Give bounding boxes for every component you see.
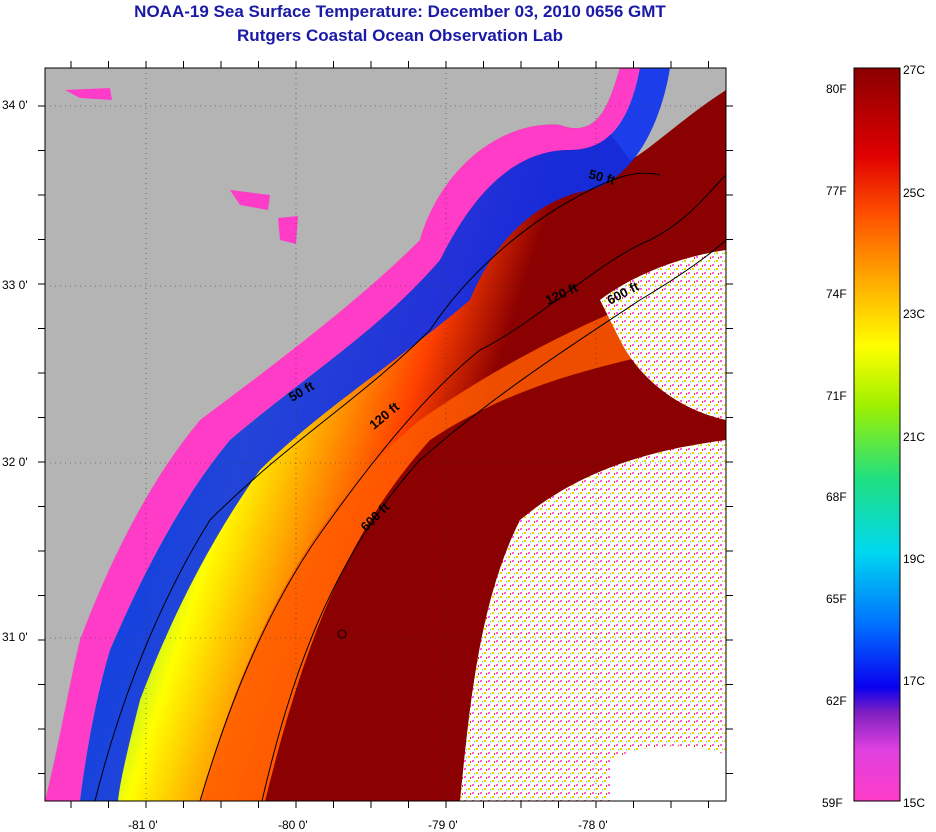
lon-label: -78 0': [578, 818, 608, 832]
isobath-600ft: [261, 239, 726, 801]
colorbar-f-label: 65F: [826, 592, 847, 606]
cold-coastal-water: [45, 68, 640, 801]
land: [45, 68, 620, 801]
colorbar-c-label: 25C: [903, 186, 926, 200]
axis-ticks: [38, 61, 733, 808]
map-frame: [44, 67, 727, 802]
isobath-50ft: [94, 172, 661, 801]
colorbar-f-label: 59F: [822, 796, 843, 810]
lat-label: 34 0': [2, 98, 28, 112]
contour-label: 50 ft: [587, 166, 617, 188]
lat-label: 31 0': [2, 630, 28, 644]
cool-shelf-water: [80, 68, 670, 801]
lon-label: -79 0': [428, 818, 458, 832]
map-title: NOAA-19 Sea Surface Temperature: Decembe…: [134, 2, 666, 21]
colorbar-c-label: 17C: [903, 674, 926, 688]
inland-lake: [230, 190, 270, 210]
colorbar-c-label: 27C: [903, 63, 926, 77]
isobath-120ft: [199, 174, 726, 801]
colorbar-f-label: 80F: [826, 82, 847, 96]
colorbar-c-label: 19C: [903, 552, 926, 566]
colorbar-c-label: 23C: [903, 307, 926, 321]
map-subtitle: Rutgers Coastal Ocean Observation Lab: [237, 26, 563, 45]
colorbar-c-label: 21C: [903, 430, 926, 444]
lon-label: -80 0': [278, 818, 308, 832]
colorbar: [853, 67, 901, 802]
lon-label: -81 0': [128, 818, 158, 832]
colorbar-f-label: 62F: [826, 694, 847, 708]
lat-label: 33 0': [2, 278, 28, 292]
map-area: [45, 68, 726, 801]
colorbar-f-label: 74F: [826, 287, 847, 301]
grid-lines: [45, 68, 726, 801]
colorbar-f-label: 68F: [826, 490, 847, 504]
colorbar-f-label: 71F: [826, 389, 847, 403]
lat-label: 32 0': [2, 455, 28, 469]
cloud-cover-north: [600, 250, 726, 420]
colorbar-c-label: 15C: [903, 796, 926, 810]
inland-lake: [278, 216, 298, 244]
station-marker: [337, 629, 347, 639]
colorbar-f-label: 77F: [826, 184, 847, 198]
inland-lake: [65, 88, 112, 100]
cloud-patch: [610, 746, 726, 801]
cloud-cover: [460, 440, 726, 801]
